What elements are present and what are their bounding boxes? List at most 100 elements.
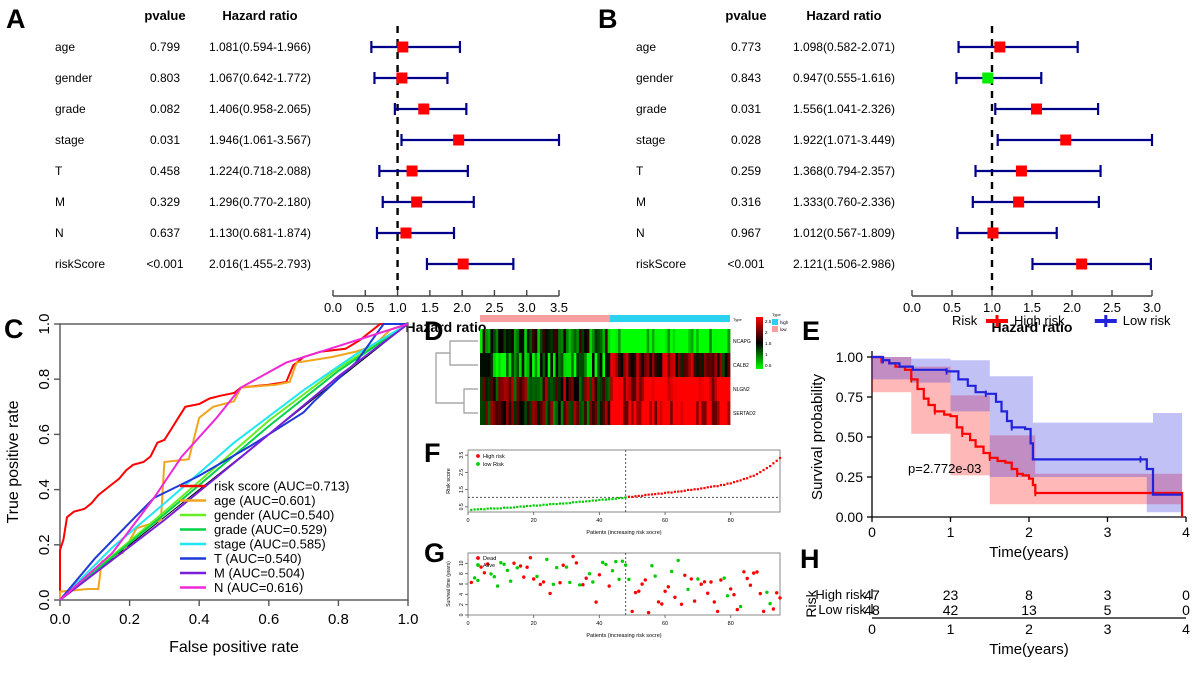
- survival-time-point: [669, 569, 674, 574]
- heatmap-cell: [594, 329, 598, 353]
- risk-score-point: [512, 506, 516, 509]
- heatmap-cell: [670, 401, 674, 425]
- heatmap-cell: [607, 329, 611, 353]
- risk-score-point: [516, 505, 519, 509]
- survival-time-point: [706, 591, 710, 595]
- forest-row-variable-label: N: [636, 226, 645, 240]
- heatmap-cell: [651, 353, 655, 377]
- risk-score-point: [742, 477, 745, 481]
- survival-time-point: [722, 576, 726, 580]
- risk-score-point: [578, 500, 581, 503]
- survival-time-point: [535, 574, 539, 579]
- heatmap-cell: [503, 377, 507, 401]
- survival-time-point: [738, 604, 743, 609]
- heatmap-cell: [542, 353, 546, 377]
- heatmap-cell: [657, 329, 661, 353]
- km-legend-title: Risk: [952, 313, 978, 328]
- panel-label-d: D: [424, 316, 444, 346]
- risk-score-point: [496, 507, 499, 510]
- risk-score-point: [680, 490, 683, 493]
- risk-table-x-tick-label: 2: [1025, 621, 1033, 637]
- x-axis-title: Time(years): [989, 544, 1068, 561]
- heatmap-cell: [576, 353, 580, 377]
- survival-time-point: [591, 580, 595, 584]
- panel-h-risk-table: Risk High risk 47 23 8 3 0 Low risk 48 42 13 5 0 0 1 2 3…: [800, 560, 1200, 680]
- risk-score-point: [677, 490, 680, 493]
- heatmap-cell: [722, 353, 726, 377]
- heatmap-cell: [633, 329, 637, 353]
- heatmap-cell: [610, 377, 614, 401]
- plot-frame: [59, 323, 409, 601]
- risk-score-point: [585, 500, 588, 503]
- x-axis-title: Hazard ratio: [992, 319, 1073, 335]
- survival-time-point: [525, 565, 529, 569]
- heatmap-cell: [696, 353, 700, 377]
- heatmap-cell: [487, 329, 491, 353]
- risk-score-point: [660, 492, 663, 495]
- heatmap-cell: [534, 377, 538, 401]
- survival-time-point: [489, 572, 493, 576]
- forest-row-pvalue: 0.082: [150, 102, 180, 116]
- risk-score-point: [617, 496, 621, 500]
- heatmap-cell: [683, 353, 687, 377]
- heatmap-cell: [573, 377, 577, 401]
- heatmap-cell: [722, 329, 726, 353]
- km-confidence-band-High-risk: [872, 357, 1183, 505]
- heatmap-cell: [584, 329, 588, 353]
- forest-point-estimate-marker: [400, 227, 412, 239]
- heatmap-cell: [547, 377, 551, 401]
- heatmap-cell: [573, 353, 577, 377]
- heatmap-cell: [545, 401, 549, 425]
- heatmap-cell: [573, 329, 577, 353]
- heatmap-cell: [610, 353, 614, 377]
- heatmap-cell: [594, 353, 598, 377]
- heatmap-cell: [565, 353, 569, 377]
- heatmap-cell: [618, 377, 622, 401]
- heatmap-colorbar-tick-label: 0.5: [765, 363, 772, 368]
- forest-row-hr-text: 1.296(0.770-2.180): [209, 195, 311, 209]
- risk-table-x-tick-label: 3: [1104, 621, 1112, 637]
- heatmap-cell: [605, 401, 608, 425]
- heatmap-cell: [545, 329, 549, 353]
- y-axis-tick-label: 1.0: [36, 314, 53, 335]
- forest-point-estimate-marker: [1013, 196, 1025, 208]
- heatmap-cell: [498, 401, 502, 425]
- heatmap-cell: [636, 353, 640, 377]
- survival-time-point: [601, 560, 605, 565]
- survival-time-point: [643, 578, 647, 582]
- survival-time-point: [653, 574, 657, 578]
- heatmap-cell: [524, 401, 528, 425]
- heatmap-cell: [716, 401, 720, 425]
- risk-table-x-tick-label: 0: [868, 621, 876, 637]
- risk-score-point: [499, 507, 502, 510]
- dendrogram-branch: [435, 352, 464, 404]
- heatmap-cell: [641, 353, 645, 377]
- heatmap-cell: [605, 377, 608, 401]
- forest-row-variable-label: stage: [636, 133, 666, 147]
- heatmap-row-label-NCAPG: NCAPG: [733, 339, 751, 345]
- panel-c-svg: 0.0 0.2 0.4 0.6 0.8 1.0 0.0 0.2 0.4 0.6 0.8 1.0 Fals…: [5, 314, 418, 656]
- heatmap-cell: [516, 377, 520, 401]
- heatmap-cell: [560, 329, 564, 353]
- forest-row-pvalue: <0.001: [146, 257, 183, 271]
- heatmap-cell: [500, 353, 504, 377]
- heatmap-cell: [498, 353, 502, 377]
- heatmap-cell: [542, 401, 546, 425]
- risk-table-x-title: Time(years): [989, 641, 1068, 658]
- heatmap-cell: [693, 353, 697, 377]
- risk-score-point: [729, 482, 732, 485]
- heatmap-cell: [568, 377, 572, 401]
- km-legend-label: High risk: [1014, 313, 1065, 328]
- heatmap-cell: [618, 329, 622, 353]
- heatmap-cell: [623, 401, 627, 425]
- risk-score-point: [611, 498, 614, 501]
- survival-time-point: [660, 602, 664, 606]
- forest-row-pvalue: 0.773: [731, 40, 761, 54]
- heatmap-cell: [701, 329, 705, 353]
- heatmap-cell: [688, 401, 692, 425]
- km-curve-Low-risk: [872, 355, 1183, 496]
- heatmap-cell: [594, 401, 598, 425]
- heatmap-cell: [690, 401, 694, 425]
- heatmap-cell: [542, 377, 546, 401]
- heatmap-cell: [683, 329, 687, 353]
